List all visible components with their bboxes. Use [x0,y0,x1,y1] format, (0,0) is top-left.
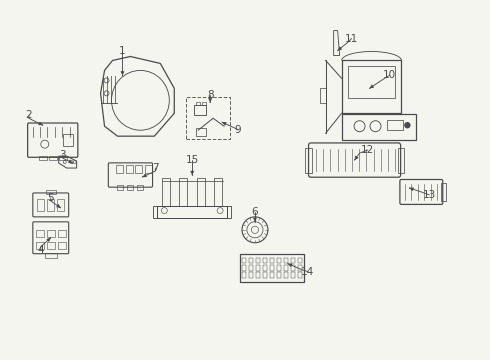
Bar [117,165,123,173]
Bar [242,258,246,264]
Bar [342,114,416,140]
Bar [227,206,231,218]
Bar [47,230,55,237]
Bar [291,258,295,264]
Bar [157,206,227,218]
Text: 8: 8 [207,90,214,100]
Bar [58,230,66,237]
Bar [305,148,312,173]
Bar [388,120,403,130]
Bar [256,273,260,278]
Text: 4: 4 [37,245,44,255]
Bar [46,190,56,194]
Bar [59,156,67,160]
Bar [194,105,206,115]
Bar [263,258,267,264]
Bar [45,253,57,258]
Bar [127,185,133,190]
Bar [398,148,404,173]
Text: 5: 5 [48,193,54,203]
Bar [36,242,44,249]
Bar [135,165,143,173]
Bar [284,258,288,264]
Text: 6: 6 [252,207,258,217]
Bar [270,265,274,271]
Bar [49,156,57,160]
Bar [196,128,206,136]
Bar [137,185,144,190]
Bar [39,156,47,160]
Bar [248,273,253,278]
Bar [298,265,302,271]
Bar [256,265,260,271]
Bar [347,67,395,98]
Bar [162,178,170,206]
Bar [319,88,326,103]
Bar [145,165,152,173]
Bar [58,242,66,249]
Text: 15: 15 [186,155,199,165]
Bar [47,242,55,249]
Text: 14: 14 [301,267,315,276]
Bar [248,258,253,264]
Bar [240,254,304,282]
Bar [270,258,274,264]
Bar [263,265,267,271]
Bar [197,178,205,206]
Bar [277,258,281,264]
Circle shape [405,123,410,128]
Bar [277,265,281,271]
Bar [284,273,288,278]
Bar [248,265,253,271]
Bar [196,102,200,105]
Bar [242,273,246,278]
Bar [215,178,222,206]
Text: 1: 1 [119,45,126,55]
Bar [291,265,295,271]
Bar [153,206,157,218]
Bar [37,199,44,211]
Bar [256,258,260,264]
Text: 9: 9 [235,125,242,135]
Bar [242,265,246,271]
Bar [291,273,295,278]
Text: 11: 11 [345,33,358,44]
Text: 13: 13 [423,190,436,200]
Bar [126,165,133,173]
Bar [63,134,73,146]
Bar [186,97,230,139]
Bar [202,102,206,105]
Bar [441,183,446,201]
Bar [47,199,54,211]
Bar [57,199,64,211]
Text: 3: 3 [59,150,66,160]
Bar [36,230,44,237]
Text: 2: 2 [25,110,32,120]
Bar [298,258,302,264]
Bar [298,273,302,278]
Bar [342,60,401,113]
Bar [270,273,274,278]
Bar [284,265,288,271]
Bar [263,273,267,278]
Text: 7: 7 [152,163,159,173]
Bar [179,178,187,206]
Text: 10: 10 [383,71,396,80]
Bar [118,185,123,190]
Text: 12: 12 [361,145,374,155]
Bar [277,273,281,278]
